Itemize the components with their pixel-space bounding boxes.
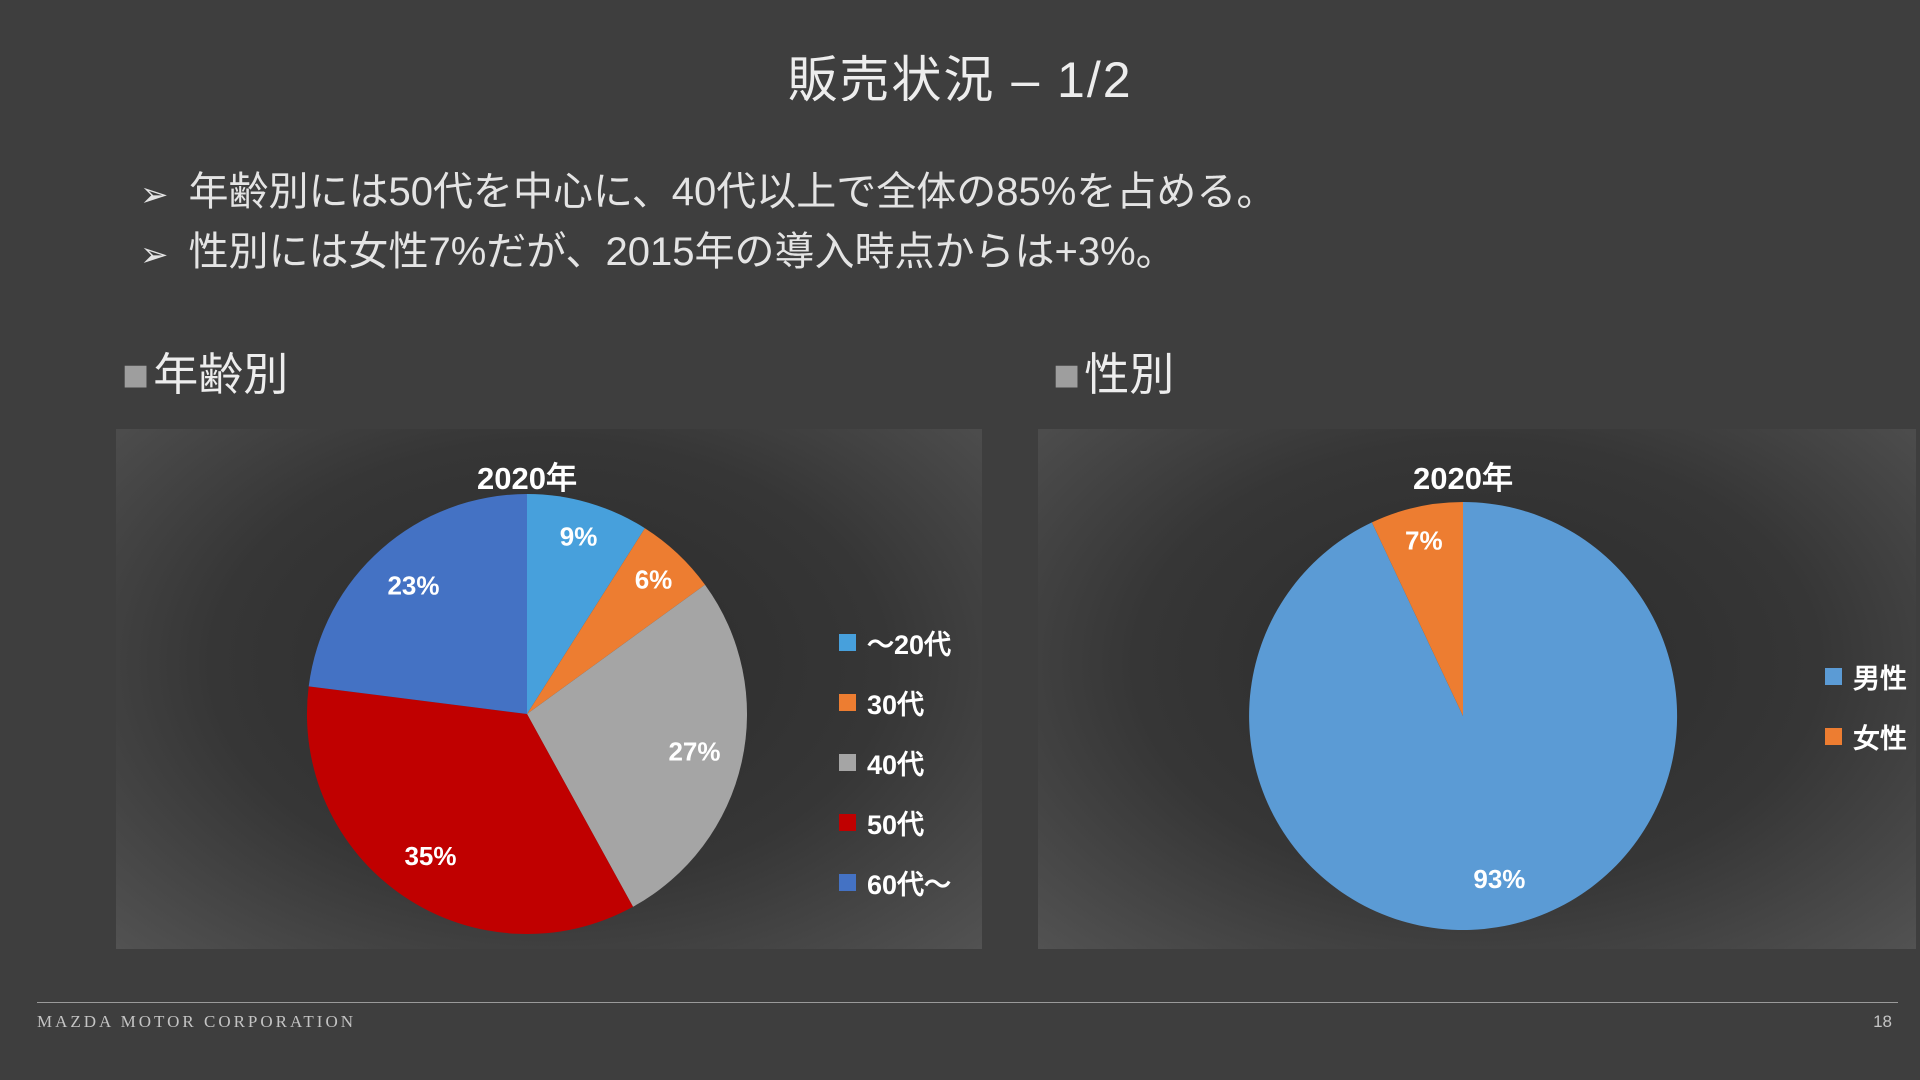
legend-swatch-icon	[839, 634, 856, 651]
chart-title: 2020年	[1413, 461, 1513, 496]
legend-label: 50代	[867, 810, 925, 840]
footer-divider	[37, 1002, 1898, 1003]
pie-slice-40代	[527, 584, 748, 907]
slide-title: 販売状況 – 1/2	[787, 52, 1133, 108]
legend-swatch-icon	[839, 694, 856, 711]
pie-slice-～20代	[527, 493, 645, 714]
legend-label: ～20代	[867, 630, 952, 660]
gender-chart-legend: 男性 女性	[1825, 657, 1907, 777]
section-header-age: ■年齢別	[122, 338, 288, 403]
legend-label: 60代～	[867, 870, 952, 900]
age-chart-panel: 9% 6% 27% 35% 23% 2020年 ～20代 30代 40代 50代 60代～	[116, 429, 982, 949]
section-label: 年齢別	[153, 349, 289, 400]
pie-data-label: 6%	[635, 564, 673, 594]
age-pie-chart: 9% 6% 27% 35% 23%	[306, 493, 748, 935]
bullet-arrow-icon: ➢	[140, 236, 169, 274]
legend-item: 60代～	[839, 863, 951, 902]
legend-label: 女性	[1853, 724, 1907, 754]
legend-item: 40代	[839, 743, 951, 782]
pie-slice-女性	[1371, 502, 1463, 716]
section-square-icon: ■	[1053, 349, 1081, 400]
section-header-gender: ■性別	[1053, 338, 1174, 403]
legend-item: 50代	[839, 803, 951, 842]
legend-swatch-icon	[1825, 728, 1842, 745]
age-chart-legend: ～20代 30代 40代 50代 60代～	[839, 623, 951, 923]
pie-data-label: 93%	[1473, 864, 1525, 894]
gender-pie-chart: 93% 7%	[1249, 502, 1678, 930]
bullet-text: 性別には女性7%だが、2015年の導入時点からは+3%。	[188, 230, 1176, 274]
pie-data-label: 27%	[668, 736, 720, 766]
legend-item: 30代	[839, 683, 951, 722]
gender-chart-panel: 93% 7% 2020年 男性女性	[1038, 429, 1916, 949]
legend-label: 30代	[867, 690, 925, 720]
legend-swatch-icon	[839, 874, 856, 891]
chart-title: 2020年	[477, 461, 577, 496]
pie-slice-60代～	[308, 494, 527, 714]
pie-slice-30代	[527, 528, 705, 714]
legend-label: 40代	[867, 750, 925, 780]
legend-swatch-icon	[839, 814, 856, 831]
pie-data-label: 35%	[404, 841, 456, 871]
bullet-item: ➢ 年齢別には50代を中心に、40代以上で全体の85%を占める。	[140, 162, 1276, 222]
section-label: 性別	[1084, 349, 1175, 400]
legend-item: ～20代	[839, 623, 951, 662]
section-square-icon: ■	[122, 349, 150, 400]
footer-company-name: MAZDA MOTOR CORPORATION	[37, 1012, 356, 1031]
pie-slice-50代	[306, 686, 633, 935]
legend-item: 男性	[1825, 657, 1907, 696]
pie-slice-男性	[1249, 502, 1678, 930]
pie-data-label: 9%	[560, 522, 598, 552]
legend-item: 女性	[1825, 717, 1907, 756]
bullet-text: 年齢別には50代を中心に、40代以上で全体の85%を占める。	[188, 170, 1277, 214]
page-number: 18	[1873, 1012, 1892, 1031]
legend-swatch-icon	[839, 754, 856, 771]
legend-swatch-icon	[1825, 668, 1842, 685]
bullet-arrow-icon: ➢	[140, 176, 169, 214]
pie-data-label: 23%	[387, 570, 439, 600]
bullet-list: ➢ 年齢別には50代を中心に、40代以上で全体の85%を占める。 ➢ 性別には女…	[140, 162, 1276, 282]
bullet-item: ➢ 性別には女性7%だが、2015年の導入時点からは+3%。	[140, 222, 1276, 282]
legend-label: 男性	[1853, 664, 1907, 694]
pie-data-label: 7%	[1405, 526, 1443, 556]
